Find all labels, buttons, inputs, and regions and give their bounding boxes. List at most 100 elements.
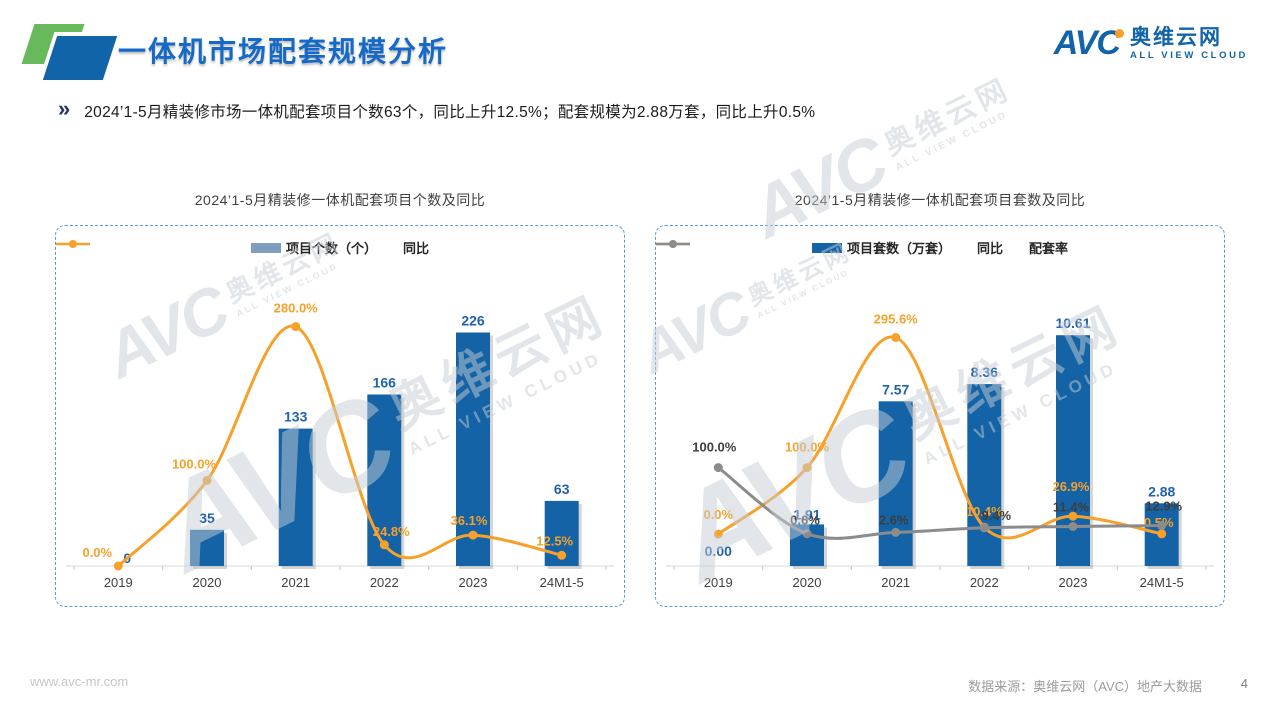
avc-logo-cn: 奥维云网 xyxy=(1129,26,1222,50)
chart-legend: 项目套数（万套） 同比 配套率 xyxy=(656,238,1224,257)
page-title: 一体机市场配套规模分析 xyxy=(118,36,449,67)
bar-value-label: 1.91 xyxy=(793,506,820,522)
line-value-label: 12.9% xyxy=(1145,499,1182,514)
bar-value-label: 166 xyxy=(373,375,397,391)
bar-value-label: 0.00 xyxy=(705,543,732,559)
blue-parallelogram-icon xyxy=(42,36,118,80)
line-value-label: 100.0% xyxy=(692,440,737,455)
line-marker-icon xyxy=(891,333,901,342)
line-marker-icon xyxy=(979,523,989,533)
line-marker-icon xyxy=(713,463,723,473)
chart-canvas: 2019 2020 2021 2022 2023 24M1-5 0.00 1.91 7.57 8.… xyxy=(666,312,1214,590)
bar xyxy=(367,394,402,566)
legend-label: 项目套数（万套） xyxy=(846,241,951,256)
x-tick-label: 2019 xyxy=(104,575,133,590)
line-marker-icon xyxy=(113,561,123,571)
line-swatch-icon xyxy=(656,240,690,248)
line-series xyxy=(717,335,1162,540)
bar-value-label: 7.57 xyxy=(882,381,909,397)
line-value-label: 26.9% xyxy=(1053,479,1090,494)
line-value-label: 2.6% xyxy=(879,512,909,527)
line-marker-icon xyxy=(1157,529,1167,539)
line-marker-icon xyxy=(202,476,212,485)
line-value-label: 0.6% xyxy=(790,513,820,528)
bar-value-label: 226 xyxy=(461,313,485,329)
line-marker-icon xyxy=(291,322,301,332)
bar-value-label: 2.88 xyxy=(1148,483,1175,499)
bar xyxy=(1056,335,1090,566)
line-marker-icon xyxy=(1157,521,1167,530)
x-tick-label: 24M1-5 xyxy=(540,575,584,590)
line-value-label: 12.5% xyxy=(536,533,573,548)
bar-value-label: 133 xyxy=(284,409,308,425)
bar-value-label: 35 xyxy=(199,510,215,526)
bar xyxy=(190,529,224,566)
line-value-label: 9.4% xyxy=(981,508,1011,523)
line-marker-icon xyxy=(891,527,901,537)
line-swatch-icon xyxy=(56,240,90,248)
line-marker-icon xyxy=(802,529,812,539)
line-value-label: 11.4% xyxy=(1053,500,1090,515)
legend-label: 配套率 xyxy=(1029,241,1069,256)
line-marker-icon xyxy=(713,529,723,539)
x-tick-label: 2022 xyxy=(970,575,999,590)
line-value-label: 0.0% xyxy=(82,545,112,560)
legend-item: 同比 xyxy=(56,238,430,257)
avc-logo-dot-icon xyxy=(1114,29,1124,38)
left-chart-panel: 项目个数（个） 同比 2019 2020 2021 2022 2023 24M1-5 0 35 13… xyxy=(55,225,625,607)
bar-value-label: 8.36 xyxy=(971,364,998,380)
line-value-label: 295.6% xyxy=(874,312,919,327)
line-marker-icon xyxy=(1068,511,1078,521)
legend-item: 配套率 xyxy=(656,238,1069,257)
bar xyxy=(456,332,490,566)
x-tick-label: 2019 xyxy=(704,575,733,590)
bar-swatch-icon xyxy=(250,242,281,253)
x-tick-label: 2021 xyxy=(281,575,310,590)
line-value-label: 100.0% xyxy=(172,457,217,472)
legend-label: 项目个数（个） xyxy=(285,241,377,256)
legend-item: 项目个数（个） xyxy=(250,238,377,257)
chart-canvas: 2019 2020 2021 2022 2023 24M1-503513316622663… xyxy=(66,301,614,590)
line-marker-icon xyxy=(468,530,478,540)
x-tick-label: 2021 xyxy=(881,575,910,590)
legend-item: 项目套数（万套） xyxy=(811,238,951,257)
line-value-label: 0.0% xyxy=(703,507,733,522)
key-finding-text: 2024’1-5月精装修市场一体机配套项目个数63个，同比上升12.5%；配套规… xyxy=(84,104,816,121)
watermark: AVC 奥维云网 ALL VIEW CLOUD xyxy=(738,72,1016,254)
chevrons-icon: » xyxy=(58,96,71,121)
legend-label: 同比 xyxy=(976,241,1003,256)
line-value-label: 10.4% xyxy=(966,504,1003,519)
avc-logo: AVC 奥维云网 ALL VIEW CLOUD xyxy=(1054,24,1248,63)
line-marker-icon xyxy=(557,550,567,560)
line-value-label: 36.1% xyxy=(451,513,488,528)
line-series xyxy=(117,324,563,568)
bar xyxy=(278,428,313,566)
bar-value-label: 10.61 xyxy=(1055,315,1090,331)
line-value-label: 280.0% xyxy=(274,301,319,316)
footer-data-source: 数据来源：奥维云网（AVC）地产大数据 xyxy=(968,679,1202,694)
bar-swatch-icon xyxy=(811,242,842,253)
line-series xyxy=(717,466,1162,540)
x-tick-label: 2022 xyxy=(370,575,399,590)
line-value-label: 24.8% xyxy=(373,524,410,539)
title-decoration-icon xyxy=(12,12,122,82)
bar xyxy=(878,401,913,566)
avc-logo-mark: AVC xyxy=(1054,24,1124,63)
x-tick-label: 2023 xyxy=(459,575,488,590)
line-marker-icon xyxy=(802,463,812,473)
page-number: 4 xyxy=(1240,676,1248,691)
chart-legend: 项目个数（个） 同比 xyxy=(56,238,624,257)
left-chart-title: 2024’1-5月精装修一体机配套项目个数及同比 xyxy=(194,192,486,208)
key-finding-bullet: » 2024’1-5月精装修市场一体机配套项目个数63个，同比上升12.5%；配… xyxy=(58,96,1218,122)
x-tick-label: 2023 xyxy=(1059,575,1088,590)
line-value-label: 100.0% xyxy=(785,440,830,455)
right-chart-panel: 项目套数（万套） 同比 配套率 2019 2020 2021 2022 2023 24M1-5 0… xyxy=(655,225,1225,607)
line-marker-icon xyxy=(1068,522,1078,531)
bar-value-label: 63 xyxy=(554,481,570,497)
x-tick-label: 24M1-5 xyxy=(1140,575,1184,590)
x-tick-label: 2020 xyxy=(793,575,822,590)
bar xyxy=(967,384,1002,566)
footer-website: www.avc-mr.com xyxy=(30,674,129,689)
legend-label: 同比 xyxy=(403,241,430,256)
line-marker-icon xyxy=(379,540,389,550)
